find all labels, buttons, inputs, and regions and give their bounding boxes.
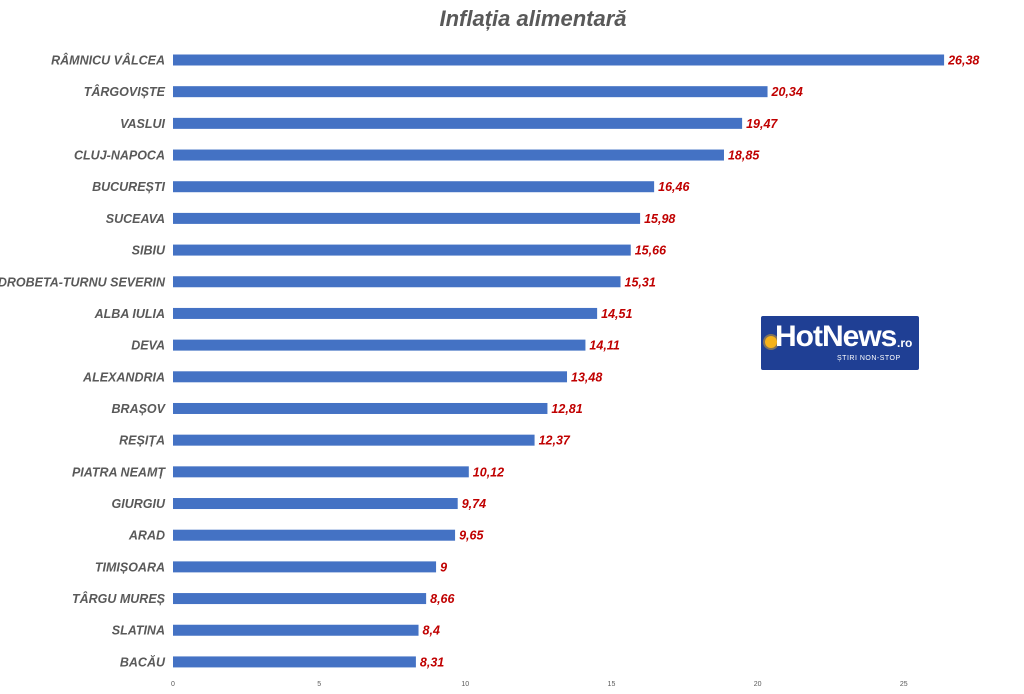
value-label: 14,51 <box>601 307 632 321</box>
logo-suffix-text: .ro <box>897 336 913 350</box>
category-label: ARAD <box>128 529 165 543</box>
logo-tagline: ȘTIRI NON-STOP <box>837 355 901 362</box>
sun-icon <box>765 336 777 348</box>
chart-title: Inflația alimentară <box>439 6 627 31</box>
value-label: 12,81 <box>551 402 582 416</box>
value-label: 20,34 <box>771 85 803 99</box>
category-label: SLATINA <box>112 624 165 638</box>
category-label: ALBA IULIA <box>94 307 165 321</box>
x-tick-label: 0 <box>171 681 175 688</box>
bar <box>173 244 631 256</box>
bar <box>173 149 724 161</box>
value-label: 15,66 <box>635 244 667 258</box>
bar <box>173 371 568 383</box>
category-label: CLUJ-NAPOCA <box>74 149 165 163</box>
bar <box>173 307 598 319</box>
category-label: DROBETA-TURNU SEVERIN <box>0 275 166 289</box>
value-label: 15,98 <box>644 212 675 226</box>
bar <box>173 624 419 636</box>
bar <box>173 54 945 66</box>
bar <box>173 466 469 478</box>
x-tick-label: 15 <box>608 681 616 688</box>
bar <box>173 593 427 605</box>
value-label: 13,48 <box>571 370 602 384</box>
logo-main-text: HotNews <box>775 320 897 353</box>
value-label: 18,85 <box>728 149 760 163</box>
bar <box>173 181 655 193</box>
bar <box>173 561 437 573</box>
hotnews-logo: HotNews .ro ȘTIRI NON-STOP <box>761 316 919 370</box>
value-label: 9,65 <box>459 529 484 543</box>
x-tick-label: 25 <box>900 681 908 688</box>
bar <box>173 656 416 668</box>
bar <box>173 339 586 351</box>
category-label: ALEXANDRIA <box>82 370 165 384</box>
category-label: BRAȘOV <box>112 402 167 416</box>
category-label: SIBIU <box>132 244 166 258</box>
category-label: TIMIȘOARA <box>95 560 165 574</box>
category-label: GIURGIU <box>112 497 166 511</box>
value-label: 12,37 <box>539 434 571 448</box>
category-label: BUCUREȘTI <box>92 180 165 194</box>
category-label: SUCEAVA <box>106 212 165 226</box>
value-label: 9 <box>440 560 447 574</box>
value-label: 8,66 <box>430 592 455 606</box>
value-label: 8,31 <box>420 655 444 669</box>
value-label: 26,38 <box>947 54 979 68</box>
bar <box>173 86 768 98</box>
category-label: TÂRGOVIȘTE <box>84 84 166 99</box>
x-tick-label: 10 <box>461 681 469 688</box>
value-label: 8,4 <box>423 624 440 638</box>
category-label: TÂRGU MUREȘ <box>72 591 166 606</box>
category-label: DEVA <box>131 339 165 353</box>
value-label: 9,74 <box>462 497 486 511</box>
value-label: 14,11 <box>589 339 619 353</box>
value-label: 15,31 <box>625 275 656 289</box>
bar <box>173 117 743 129</box>
value-label: 16,46 <box>658 180 690 194</box>
category-label: RÂMNICU VÂLCEA <box>51 53 165 68</box>
x-tick-label: 20 <box>754 681 762 688</box>
bar <box>173 529 456 541</box>
bar <box>173 402 548 414</box>
bar <box>173 276 621 288</box>
value-label: 19,47 <box>746 117 778 131</box>
category-label: BACĂU <box>120 654 166 669</box>
value-label: 10,12 <box>473 465 504 479</box>
bar <box>173 434 535 446</box>
bar <box>173 212 641 224</box>
bar <box>173 498 458 510</box>
x-tick-label: 5 <box>317 681 321 688</box>
category-label: VASLUI <box>120 117 165 131</box>
category-label: PIATRA NEAMȚ <box>72 465 166 479</box>
category-label: REȘIȚA <box>119 434 165 448</box>
